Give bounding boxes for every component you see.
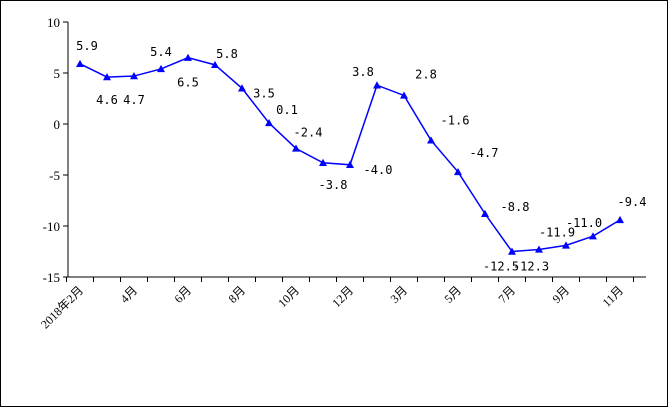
y-tick-label-0: 10 [47,15,60,30]
data-label-15: -8.8 [501,200,530,214]
data-point-18 [562,241,570,249]
data-point-11 [373,81,381,89]
data-label-9: -3.8 [319,178,348,192]
data-point-2 [130,72,138,80]
y-tick-label-2: 0 [54,117,61,132]
data-point-20 [616,215,624,224]
data-point-9 [319,158,327,166]
x-tick-label-12: 3月 [387,283,410,306]
data-label-16: -12.5 [483,260,519,274]
series-line [79,56,621,253]
x-tick-label-4: 6月 [171,283,194,306]
x-tick-label-18: 9月 [549,283,572,306]
data-point-1 [103,73,111,81]
data-label-2: 4.7 [123,93,145,107]
data-label-20: -9.4 [618,195,647,209]
x-tick-label-20: 11月 [600,283,627,310]
x-tick-label-14: 5月 [441,283,464,306]
y-tick-label-4: -10 [43,219,60,234]
y-tick-label-1: 5 [54,66,61,81]
x-tick-label-16: 7月 [495,283,518,306]
data-point-12 [400,91,408,99]
data-point-8 [292,144,300,152]
data-label-3: 5.4 [150,45,172,59]
data-label-6: 3.5 [253,86,275,100]
data-point-3 [157,64,165,73]
x-tick-label-10: 12月 [329,283,356,310]
data-point-16 [508,247,516,255]
data-point-4 [184,53,192,61]
data-label-7: 0.1 [276,103,298,117]
y-tick-label-3: -5 [49,168,60,183]
x-tick-label-6: 8月 [225,283,248,306]
x-tick-label-0: 2018年2月 [38,283,86,331]
data-label-18: -11.9 [539,225,575,239]
data-label-10: -4.0 [364,163,393,177]
data-label-11: 3.8 [352,65,374,79]
data-point-14 [454,167,462,176]
data-label-14: -4.7 [470,146,499,160]
data-point-13 [427,136,435,144]
data-label-8: -2.4 [294,125,323,139]
data-point-5 [211,60,219,69]
data-label-19: -11.0 [566,216,602,230]
data-point-0 [76,59,84,68]
data-point-15 [481,209,489,217]
data-point-19 [589,232,597,240]
data-label-5: 5.8 [216,47,238,61]
data-point-10 [346,160,354,168]
y-tick-label-5: -15 [43,270,60,285]
data-label-1: 4.6 [96,93,118,107]
data-label-13: -1.6 [441,113,470,127]
x-tick-label-2: 4月 [117,283,140,306]
x-tick-label-8: 10月 [275,283,302,310]
data-label-17: -12.3 [513,259,549,273]
data-point-6 [238,84,246,92]
data-label-12: 2.8 [415,67,437,81]
data-label-4: 6.5 [177,76,199,90]
data-label-0: 5.9 [76,39,98,53]
data-point-17 [535,245,543,253]
data-point-7 [265,118,273,127]
